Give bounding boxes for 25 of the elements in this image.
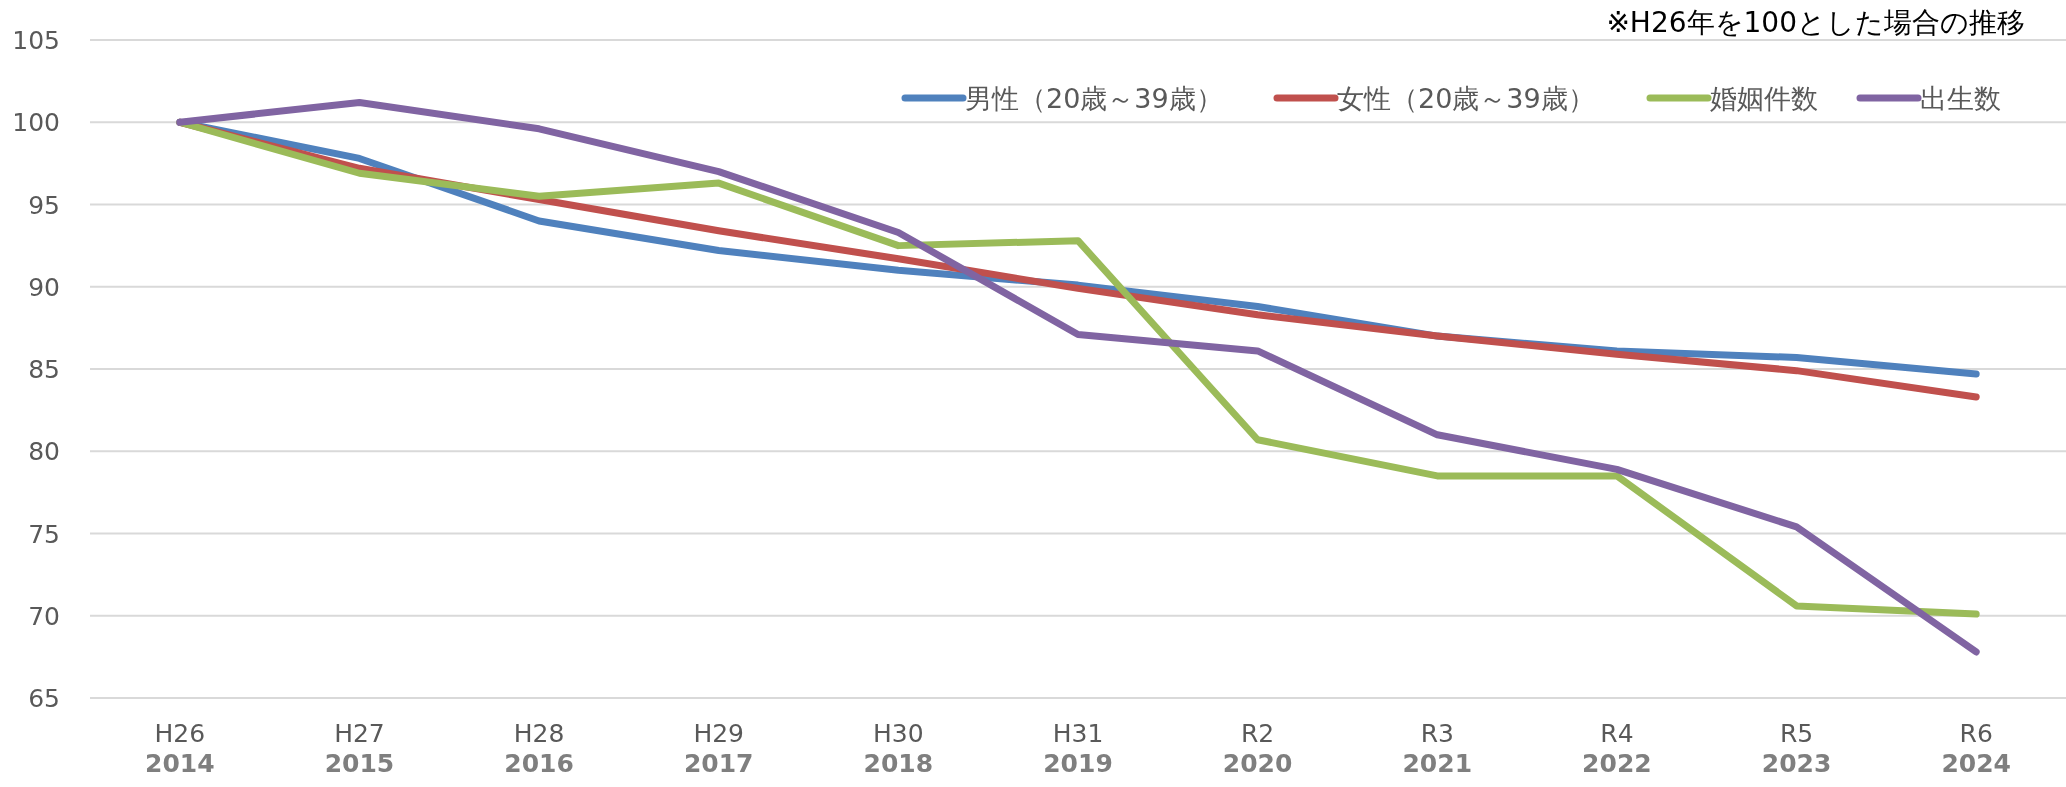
- y-tick-label: 80: [28, 437, 60, 467]
- text: ※H26年を100とした場合の推移: [1606, 6, 2025, 39]
- y-tick-label: 75: [28, 519, 60, 549]
- x-tick-label: R5 2023: [1761, 719, 1832, 778]
- y-tick-label: 85: [28, 355, 60, 384]
- x-tick-label: H30 2018: [863, 719, 934, 778]
- y-tick-label: 90: [28, 272, 60, 302]
- legend-label: 女性（20歳～39歳）: [1337, 83, 1595, 114]
- legend-label: 男性（20歳～39歳）: [965, 83, 1223, 114]
- x-tick-label: H27 2015: [324, 719, 395, 778]
- y-tick-label: 95: [28, 190, 60, 220]
- x-tick-label: H28 2016: [504, 719, 574, 778]
- y-tick-label: 65: [28, 684, 60, 713]
- y-tick-label: 70: [28, 601, 60, 631]
- x-tick-label: R3 2021: [1402, 719, 1473, 778]
- x-tick-label: H31 2019: [1043, 719, 1113, 778]
- x-tick-label: R4 2022: [1582, 719, 1652, 778]
- x-tick-label: R2 2020: [1222, 719, 1293, 778]
- legend-label: 出生数: [1920, 83, 2001, 114]
- y-tick-label: 100: [12, 108, 60, 138]
- x-tick-label: H26 2014: [145, 719, 215, 778]
- x-tick-label: R6 2024: [1941, 719, 2011, 778]
- legend-label: 婚姻件数: [1710, 83, 1818, 114]
- x-tick-label: H29 2017: [683, 719, 754, 778]
- y-tick-label: 105: [12, 26, 60, 55]
